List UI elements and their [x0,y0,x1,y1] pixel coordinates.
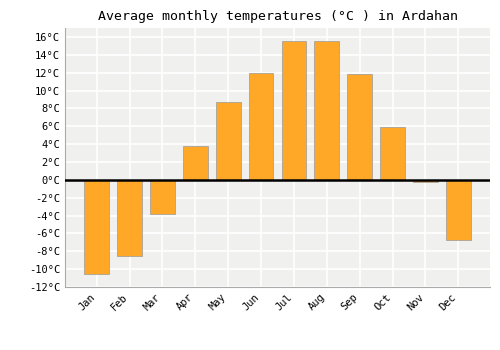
Bar [446,180,470,240]
Bar [380,127,405,180]
Bar [183,146,208,180]
Bar [150,180,174,214]
Title: Average monthly temperatures (°C ) in Ardahan: Average monthly temperatures (°C ) in Ar… [98,10,458,23]
Bar [314,41,339,180]
Bar [216,102,240,180]
Bar [117,180,142,256]
Bar [248,73,274,180]
Bar [413,180,438,182]
Bar [282,41,306,180]
Bar [84,180,109,274]
Bar [348,75,372,180]
